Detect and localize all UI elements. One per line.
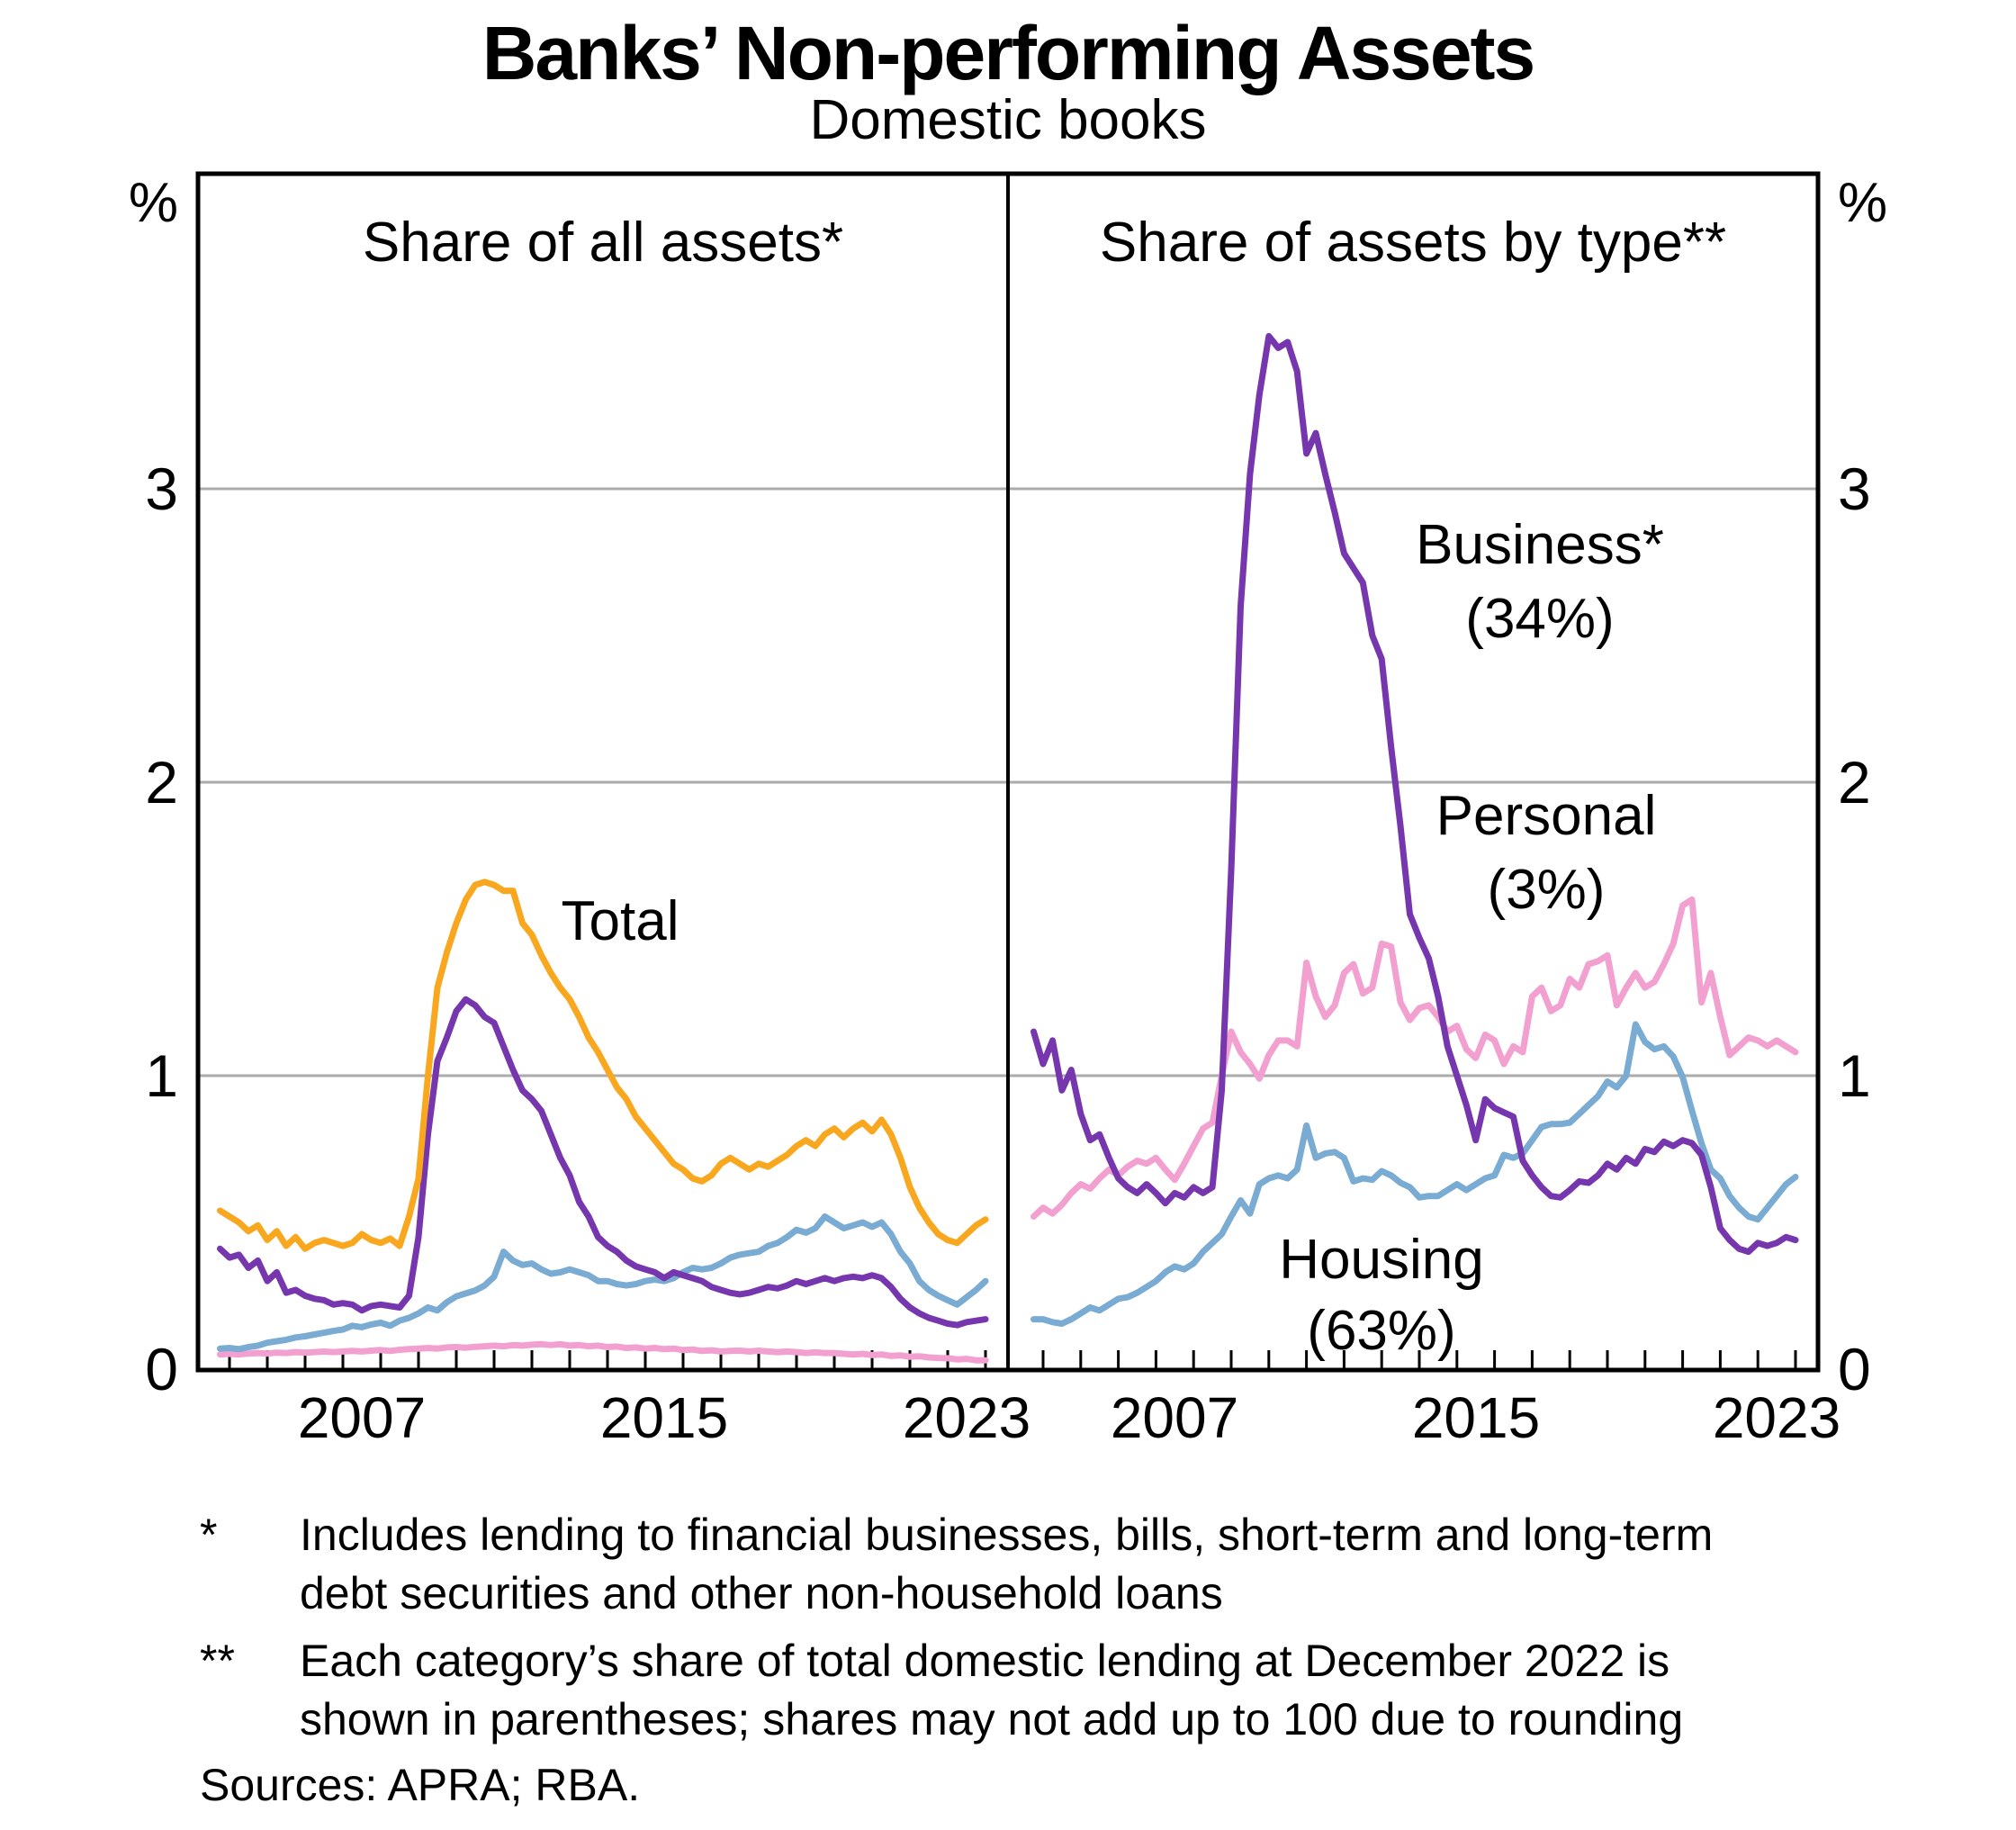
x-ticks-right-panel <box>1041 1350 1797 1368</box>
left-panel-series <box>217 879 989 1364</box>
x-label-left-2015: 2015 <box>600 1385 728 1450</box>
sources-line: Sources: APRA; RBA. <box>200 1760 640 1810</box>
y-axis-right-0: 0 <box>1838 1336 1871 1402</box>
left-panel-title: Share of all assets* <box>363 212 843 274</box>
business-share-label: (34%) <box>1465 588 1614 650</box>
footnote-2-marker: ** <box>200 1636 235 1686</box>
right-panel-title: Share of assets by type** <box>1100 212 1726 274</box>
x-label-right-2015: 2015 <box>1412 1385 1540 1450</box>
footnotes: * Includes lending to financial business… <box>200 1510 1713 1810</box>
y-axis-right-3: 3 <box>1838 455 1871 522</box>
right-panel-series <box>1030 333 1799 1327</box>
y-axis-left: % 3 2 1 0 <box>129 172 178 1402</box>
footnote-1-line-2: debt securities and other non-household … <box>300 1568 1223 1618</box>
housing-line-panel-left <box>217 1213 989 1353</box>
x-label-left-2023: 2023 <box>903 1385 1030 1450</box>
y-axis-left-percent: % <box>129 172 178 234</box>
y-axis-left-1: 1 <box>145 1042 178 1109</box>
housing-line-panel-right <box>1030 1021 1799 1327</box>
personal-line-panel-right <box>1030 896 1799 1220</box>
series-labels: Total Business* (34%) Personal (3%) Hous… <box>562 514 1664 1362</box>
y-axis-right-1: 1 <box>1838 1042 1871 1109</box>
chart-title: Banks’ Non-performing Assets <box>482 11 1534 95</box>
footnote-2-line-2: shown in parentheses; shares may not add… <box>300 1694 1683 1744</box>
total-line-panel-left <box>217 879 989 1252</box>
housing-share-label: (63%) <box>1307 1300 1455 1362</box>
total-series-label: Total <box>562 890 680 952</box>
y-axis-left-2: 2 <box>145 749 178 816</box>
x-label-left-2007: 2007 <box>298 1385 426 1450</box>
y-axis-left-3: 3 <box>145 455 178 522</box>
x-axis-labels: 2007 2015 2023 2007 2015 2023 <box>298 1385 1840 1450</box>
y-axis-right: % 3 2 1 0 <box>1838 172 1887 1402</box>
business-line-panel-left <box>217 996 989 1329</box>
personal-share-label: (3%) <box>1488 859 1606 921</box>
footnote-2-line-1: Each category’s share of total domestic … <box>300 1636 1670 1686</box>
personal-line-panel-left <box>217 1340 989 1364</box>
business-series-label: Business* <box>1416 514 1664 576</box>
y-axis-right-2: 2 <box>1838 749 1871 816</box>
x-label-right-2023: 2023 <box>1713 1385 1840 1450</box>
business-line-panel-right <box>1030 333 1799 1256</box>
footnote-1-line-1: Includes lending to financial businesses… <box>300 1510 1713 1560</box>
personal-series-label: Personal <box>1436 785 1657 847</box>
housing-series-label: Housing <box>1279 1229 1483 1291</box>
chart-subtitle: Domestic books <box>809 89 1206 151</box>
y-axis-right-percent: % <box>1838 172 1887 234</box>
footnote-1-marker: * <box>200 1510 217 1560</box>
x-label-right-2007: 2007 <box>1111 1385 1238 1450</box>
y-axis-left-0: 0 <box>145 1336 178 1402</box>
